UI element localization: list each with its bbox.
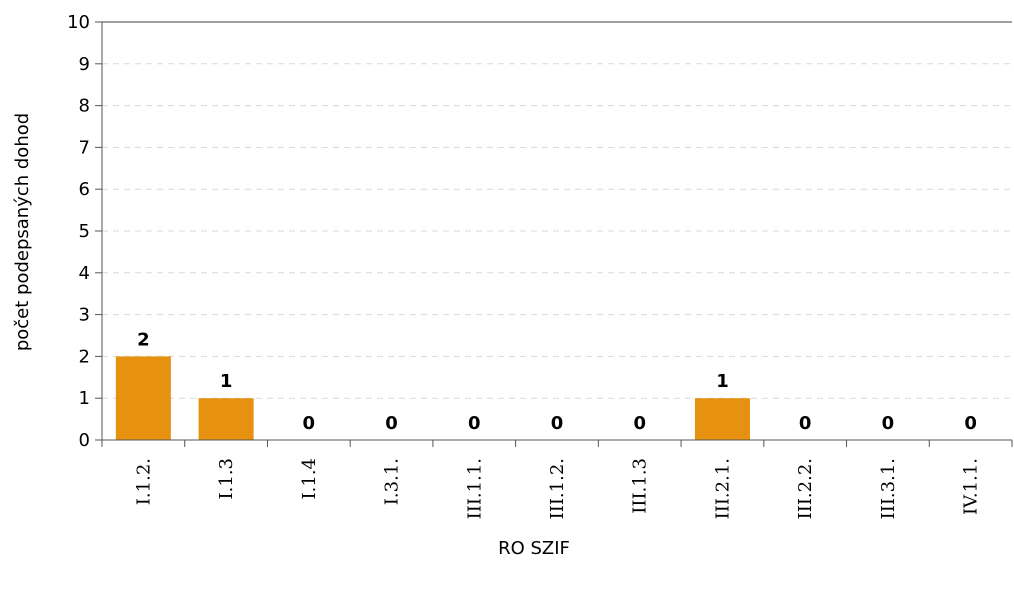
data-label: 2 [137,329,150,350]
data-label: 0 [633,413,646,434]
x-tick-label: I.1.2. [133,458,154,505]
x-tick-label: III.1.3 [630,458,651,514]
y-tick-label: 8 [79,96,90,117]
data-label: 0 [964,413,977,434]
y-tick-label: 1 [79,388,90,409]
data-label: 0 [468,413,481,434]
data-label: 0 [385,413,398,434]
y-tick-labels: 0 1 2 3 4 5 6 7 8 9 10 [67,12,90,451]
x-tick-label: IV.1.1. [961,458,982,515]
data-label: 0 [882,413,895,434]
x-tick-label: I.1.3 [216,458,237,499]
y-tick-label: 0 [79,430,90,451]
y-axis-title: počet podepsaných dohod [12,113,33,351]
y-tick-label: 4 [79,263,90,284]
y-tick-label: 3 [79,305,90,326]
y-tick-label: 6 [79,179,90,200]
x-tick-label: III.1.2. [547,458,568,519]
axes [95,21,1013,447]
data-label: 0 [551,413,564,434]
bar [115,356,171,440]
y-tick-label: 10 [67,12,90,33]
gridlines [102,63,1012,399]
x-tick-label: III.3.1. [878,458,899,519]
data-label: 1 [220,371,233,392]
x-tick-label: I.3.1. [382,458,403,505]
y-tick-label: 2 [79,346,90,367]
y-tick-label: 7 [79,137,90,158]
y-tick-label: 9 [79,54,90,75]
data-label: 1 [716,371,729,392]
x-tick-label: I.1.4 [299,458,320,499]
bar [198,398,254,440]
bar [694,398,750,440]
data-label: 0 [303,413,316,434]
x-tick-label: III.2.1. [712,458,733,519]
x-tick-label: III.2.2. [795,458,816,519]
x-tick-labels: I.1.2. I.1.3 I.1.4 I.3.1. III.1.1. III.1.2. II… [133,458,981,519]
data-labels: 2 1 0 0 0 0 0 1 0 0 0 [137,329,977,434]
x-tick-label: III.1.1. [464,458,485,519]
bars [115,356,750,440]
data-label: 0 [799,413,812,434]
x-axis-title: RO SZIF [498,538,570,559]
y-tick-label: 5 [79,221,90,242]
